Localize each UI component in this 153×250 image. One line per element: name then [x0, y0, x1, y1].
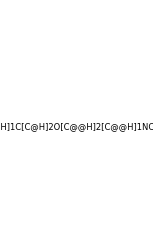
- Text: CCOC(=O)[C@@H]1C[C@H]2O[C@@H]2[C@@H]1NC(=O)OCc1ccccc1: CCOC(=O)[C@@H]1C[C@H]2O[C@@H]2[C@@H]1NC(…: [0, 122, 153, 131]
